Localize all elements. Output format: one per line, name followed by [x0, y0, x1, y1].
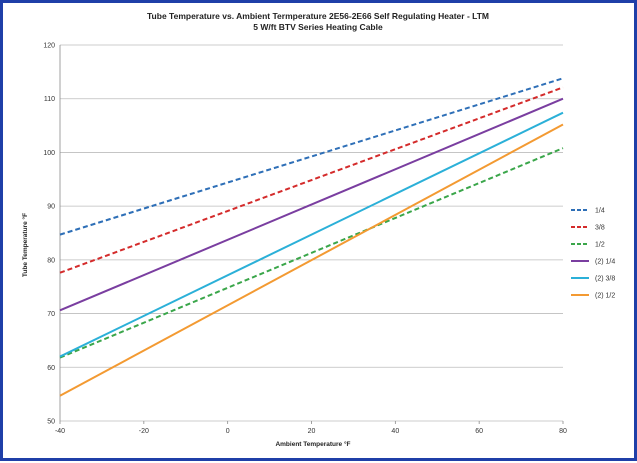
x-tick-label: -20: [139, 428, 149, 435]
series-line-0: [59, 77, 564, 236]
legend-label: 1/4: [595, 208, 605, 215]
y-tick-label: 90: [47, 204, 55, 211]
y-tick-label: 110: [44, 96, 55, 103]
series-line-5: [59, 123, 564, 397]
legend-label: 3/8: [595, 225, 605, 232]
x-tick-label: 80: [559, 428, 567, 435]
y-tick-label: 100: [43, 150, 55, 157]
line-chart: Tube Temperature vs. Ambient Termperatur…: [21, 11, 615, 448]
gridlines: [59, 44, 564, 424]
x-tick-label: 0: [226, 428, 230, 435]
x-tick-label: 20: [308, 428, 316, 435]
y-tick-label: 70: [47, 311, 55, 318]
tick-labels: 50 60 70 80 90 100 110 120 -40 -20 0 20 40 60 80: [43, 43, 567, 436]
series-line-4: [59, 111, 564, 358]
y-tick-label: 50: [47, 419, 55, 426]
y-tick-label: 80: [47, 257, 55, 264]
legend-label: 1/2: [595, 242, 605, 249]
series-lines: [59, 77, 564, 397]
y-axis-label: Tube Temperature °F: [21, 213, 29, 277]
legend-label: (2) 3/8: [595, 276, 615, 283]
x-tick-label: -40: [55, 428, 65, 435]
x-tick-label: 40: [391, 428, 399, 435]
chart-subtitle: 5 W/ft BTV Series Heating Cable: [253, 22, 383, 32]
series-line-1: [59, 86, 564, 274]
legend-label: (2) 1/4: [595, 259, 615, 266]
series-line-2: [59, 147, 564, 359]
x-axis-label: Ambient Temperature °F: [275, 440, 350, 448]
legend: 1/4 3/8 1/2 (2) 1/4 (2) 3/8 (2) 1/2: [571, 208, 615, 300]
y-tick-label: 60: [47, 365, 55, 372]
legend-label: (2) 1/2: [595, 293, 615, 300]
y-tick-label: 120: [43, 43, 55, 50]
series-line-3: [59, 97, 564, 312]
chart-title: Tube Temperature vs. Ambient Termperatur…: [147, 11, 489, 21]
x-tick-label: 60: [475, 428, 483, 435]
